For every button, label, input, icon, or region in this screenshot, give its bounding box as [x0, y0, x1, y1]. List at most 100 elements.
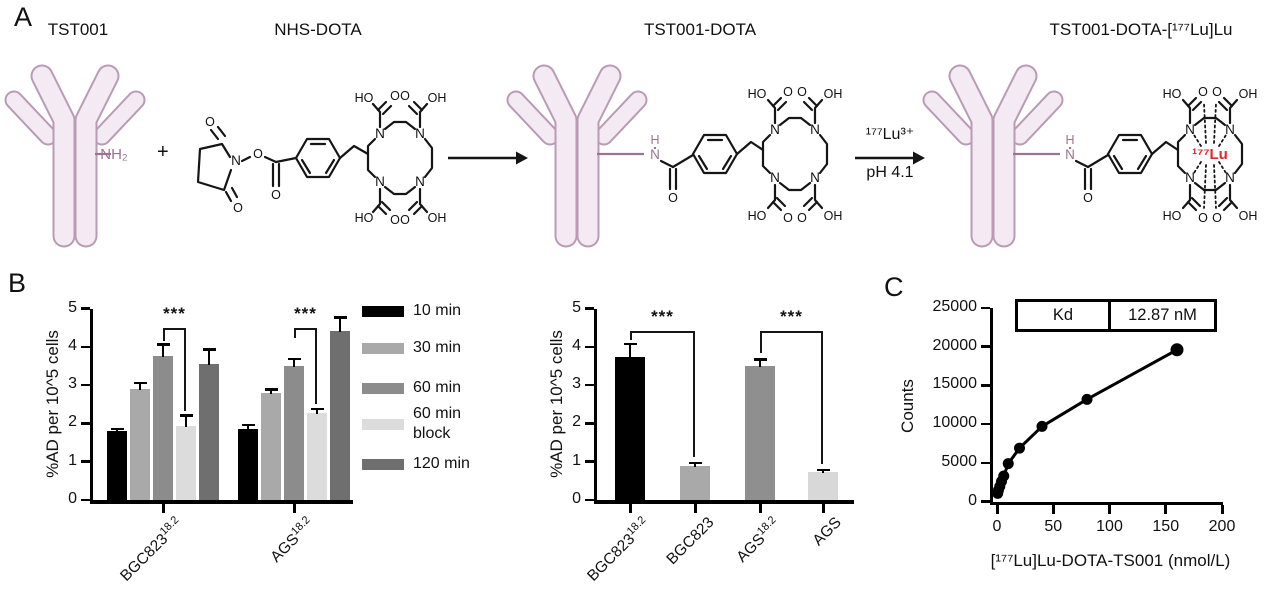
- atom-label: O: [1198, 85, 1208, 99]
- sig-bracket-horizontal: [294, 327, 317, 330]
- x-tick-mark: [1108, 505, 1111, 514]
- y-tick-label: 3: [68, 375, 77, 393]
- x-category-label: AGS18.2: [267, 514, 313, 566]
- bar: [153, 356, 173, 500]
- nhs-dota-bonds: [196, 100, 434, 216]
- bar: [330, 330, 350, 500]
- sig-bracket-horizontal: [163, 327, 186, 330]
- error-bar-line: [269, 389, 273, 394]
- error-bar-line: [207, 349, 211, 366]
- antibody-tst001: NH₂: [4, 64, 146, 248]
- y-tick-label: 2: [572, 413, 581, 431]
- atom-label: O: [390, 89, 400, 103]
- legend-label: 30 min: [413, 339, 462, 356]
- fit-curve: [996, 348, 1178, 494]
- atom-label: N: [415, 174, 425, 189]
- error-bar-line: [693, 462, 697, 468]
- data-point: [1014, 442, 1025, 454]
- error-bar-line: [628, 344, 632, 359]
- significance-stars: ***: [163, 303, 186, 323]
- bar: [808, 472, 838, 500]
- legend-swatch: [362, 458, 404, 470]
- atom-label: O: [797, 85, 807, 99]
- y-tick-label: 4: [572, 336, 581, 354]
- sig-bracket-left-drop: [294, 327, 297, 339]
- chart3-x-axis-label: [¹⁷⁷Lu]Lu-DOTA-TS001 (nmol/L): [990, 551, 1231, 570]
- sig-bracket-right-drop: [820, 330, 823, 464]
- tst001-dota-lu-bonds: [1074, 96, 1244, 212]
- error-bar-line: [315, 409, 319, 415]
- atom-label: O: [797, 211, 807, 225]
- atom-label: O: [668, 191, 678, 205]
- y-axis: [89, 308, 93, 504]
- atom-label: OH: [428, 211, 447, 225]
- atom-label: O: [1212, 85, 1222, 99]
- atom-label: H: [650, 133, 659, 147]
- significance-stars: ***: [294, 303, 317, 323]
- antibody-chains: [4, 64, 146, 248]
- atom-label: O: [271, 188, 281, 202]
- y-tick-label: 0: [572, 490, 581, 507]
- x-category-label: AGS: [809, 514, 846, 550]
- error-bar-line: [292, 359, 296, 367]
- atom-label: O: [1212, 211, 1222, 225]
- x-category-label: BGC823: [662, 514, 718, 569]
- y-tick-mark: [585, 383, 594, 387]
- kd-table-value: 12.87 nM: [1128, 306, 1197, 324]
- y-tick-mark: [585, 498, 594, 502]
- data-point: [1036, 420, 1048, 432]
- legend-swatch: [362, 342, 404, 354]
- y-tick-mark: [81, 498, 90, 502]
- y-tick-label: 4: [68, 336, 77, 354]
- antibody-tst001-dota-lu: [922, 64, 1064, 248]
- y-tick-label: 2: [68, 413, 77, 431]
- y-tick-mark: [81, 422, 90, 425]
- x-axis: [593, 500, 854, 504]
- data-point: [998, 470, 1010, 482]
- reaction-arrow-2: [855, 151, 925, 165]
- error-bar-line: [821, 470, 825, 474]
- y-tick-mark: [81, 460, 90, 463]
- x-tick-mark: [161, 503, 165, 513]
- panel-a-label: A: [14, 2, 33, 32]
- nhs-dota-structure: O O N O O N N N N HO O O OH HO O O OH: [196, 89, 447, 227]
- sig-bracket-horizontal: [760, 330, 823, 333]
- atom-label: HO: [748, 209, 767, 223]
- y-tick-mark: [585, 422, 594, 425]
- y-tick-mark: [81, 383, 90, 387]
- y-tick-mark: [981, 306, 990, 310]
- x-tick-label: 150: [1152, 517, 1180, 535]
- bar: [107, 430, 127, 500]
- error-bar-cap: [179, 414, 193, 417]
- atom-label: HO: [1163, 87, 1182, 101]
- title-nhs-dota: NHS-DOTA: [274, 20, 362, 39]
- x-axis: [989, 501, 1223, 505]
- x-tick-mark: [1220, 505, 1224, 514]
- error-bar-cap: [753, 358, 767, 361]
- y-tick-label: 20000: [932, 336, 978, 354]
- atom-label: OH: [1239, 209, 1258, 223]
- y-axis: [989, 308, 993, 505]
- sig-bracket-left-drop: [163, 327, 166, 342]
- error-bar-cap: [287, 357, 301, 361]
- chart1-y-axis-label: %AD per 10^5 cells: [43, 330, 62, 478]
- atom-label: N: [1225, 122, 1235, 137]
- legend-label: 120 min: [413, 455, 470, 472]
- y-tick-label: 5: [68, 298, 77, 316]
- atom-label: HO: [355, 91, 374, 105]
- bar: [199, 364, 219, 500]
- error-bar-cap: [623, 342, 637, 346]
- atom-label: HO: [748, 87, 767, 101]
- tst001-dota-bonds: [659, 96, 829, 212]
- atom-label: O: [783, 85, 793, 99]
- amine-group-label: NH₂: [100, 146, 128, 163]
- atom-label: N: [810, 170, 820, 185]
- atom-label: N: [231, 153, 241, 168]
- atom-label: N: [1225, 170, 1235, 185]
- x-tick-label: 200: [1208, 517, 1236, 535]
- legend-item: 60 min: [362, 378, 461, 398]
- y-tick-label: 1: [68, 451, 77, 469]
- arrowhead: [913, 151, 925, 165]
- tst001-dota-lu-structure: H N ¹⁷⁷Lu: [1065, 85, 1258, 225]
- error-bar-cap: [156, 343, 170, 346]
